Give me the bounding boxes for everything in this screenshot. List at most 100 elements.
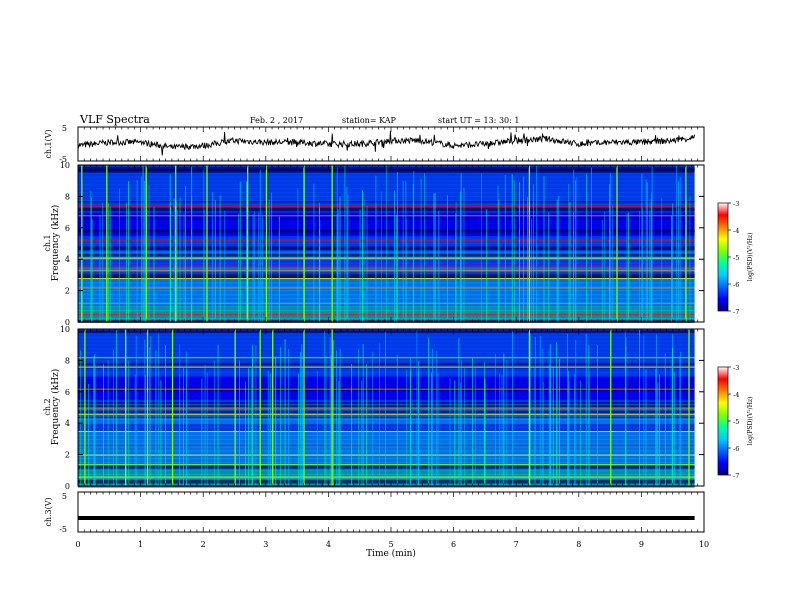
spectrogram-impulse [533,367,535,486]
spectrogram-impulse [484,378,486,486]
spectrogram-impulse [689,196,691,322]
spectrogram-impulse [339,348,341,486]
spectrogram-strong-impulse [303,329,305,486]
spectrogram-impulse [258,212,259,322]
spectrogram-impulse [552,366,554,486]
spectrogram-impulse [394,190,395,322]
spectrogram-impulse [176,200,178,322]
spectrogram-strong-impulse [145,165,147,322]
spectrogram-impulse [568,184,570,322]
spectrogram-strong-impulse [272,329,274,486]
spectrogram-impulse [361,380,363,486]
colorbar-tick-label: -5 [733,254,739,262]
spectrogram-strong-impulse [81,165,83,322]
spectrogram-strip [78,340,695,346]
spectrogram-impulse [624,331,626,486]
spectrogram-impulse [405,180,407,322]
spectrogram-impulse [424,173,425,322]
time-tick-label: 8 [576,540,581,549]
frequency-tick-label: 0 [65,482,70,491]
spectrogram-emission-band [78,366,695,368]
frequency-tick-label: 2 [65,287,70,296]
spectrogram-strong-impulse [528,165,531,322]
spectrogram-impulse [173,198,175,322]
spectrogram-strip [78,450,695,456]
spectrogram-impulse [670,215,672,322]
spectrogram-impulse [259,169,261,322]
spectrogram-impulse [472,358,473,486]
spectrogram-impulse [454,380,456,486]
colorbar-label: log(PSD)(V²/Hz) [747,397,754,446]
spectrogram-impulse [372,351,374,486]
spectrogram-impulse [141,176,143,322]
spectrogram-impulse [185,185,186,322]
spectrogram-impulse [338,381,340,486]
spectrogram-impulse [464,368,466,486]
spectrogram-impulse [529,333,531,486]
spectrogram-impulse [211,192,213,322]
spectrogram-impulse [503,353,505,486]
colorbar-label: log(PSD)(V²/Hz) [747,233,754,282]
spectrogram-impulse [155,350,157,486]
spectrogram-impulse [397,172,398,322]
spectrogram-strip [78,348,695,354]
spectrogram-impulse [267,370,269,486]
spectrogram-impulse [519,182,520,322]
colorbar-tick-label: -6 [733,281,739,289]
spectrogram-quiet-band [78,363,695,366]
spectrogram-impulse [459,382,461,486]
spectrogram-emission-band [78,413,695,415]
spectrogram-impulse [533,184,534,322]
spectrogram-impulse [102,202,104,322]
spectrogram-impulse [313,183,315,322]
spectrogram-impulse [586,173,588,322]
spectrogram-impulse [169,174,171,322]
spectrogram-impulse [645,179,647,322]
spectrogram-emission-band [78,357,695,359]
time-tick-label: 0 [75,540,80,549]
spectrogram-impulse [556,367,558,486]
ch1-spectrogram-label: ch.1 [43,234,52,251]
spectrogram-impulse [201,378,203,486]
spectrogram-impulse [659,374,660,486]
spectrogram-impulse [651,166,653,322]
spectrogram-impulse [268,199,270,322]
spectrogram-impulse [433,193,435,322]
spectrogram-quiet-band [78,485,695,488]
ch2-channel-label: ch.2 [43,398,52,415]
spectrogram-impulse [543,176,545,322]
spectrogram-impulse [641,173,643,322]
spectrogram-impulse [144,181,145,322]
ch3-ytick-top: 5 [62,492,67,501]
spectrogram-impulse [301,344,303,486]
spectrogram-impulse [366,205,368,322]
ch1-waveform-panel: 5 -5 ch.1(V) [44,124,705,164]
spectrogram-impulse [536,165,537,322]
time-tick-label: 5 [388,540,393,549]
spectrogram-impulse [366,363,368,486]
spectrogram-impulse [463,187,465,322]
spectrogram-quiet-band [78,406,695,409]
spectrogram-strip [78,407,695,412]
spectrogram-strip [78,332,695,338]
spectrogram-strip [78,446,695,452]
frequency-tick-label: 6 [65,224,70,233]
spectrogram-strip [78,368,695,373]
spectrogram-impulse [179,197,181,322]
spectrogram-impulse [271,192,273,322]
spectrogram-impulse [655,334,657,486]
ch1-waveform-ylabel: ch.1(V) [44,129,53,158]
spectrogram-impulse [499,373,501,486]
spectrogram-impulse [255,344,257,486]
spectrogram-impulse [245,381,246,486]
time-tick-label: 6 [451,540,456,549]
spectrogram-impulse [381,191,382,322]
spectrogram-quiet-band [78,402,695,404]
spectrogram-impulse [362,190,363,322]
spectrogram-impulse [329,337,331,486]
spectrogram-impulse [299,351,301,486]
spectrogram-impulse [609,183,610,322]
spectrogram-impulse [94,364,96,486]
spectrogram-strong-impulse [106,165,108,322]
spectrogram-quiet-band [78,410,695,413]
